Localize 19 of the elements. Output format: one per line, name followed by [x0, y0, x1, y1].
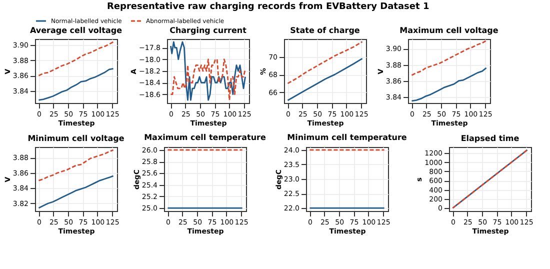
- line-series: [287, 58, 363, 102]
- line-series: [38, 41, 114, 76]
- text: Representative raw charging records from EVBattery Dataset 1: [106, 2, 430, 12]
- chart-title: Maximum cell voltage: [400, 26, 499, 35]
- line-series: [170, 41, 246, 101]
- chart-title: Charging current: [170, 26, 247, 35]
- line-series: [411, 40, 487, 76]
- chart-title: State of charge: [290, 26, 360, 35]
- line-series: [411, 67, 487, 102]
- chart-title: Maximum cell temperature: [144, 132, 266, 142]
- line-series: [38, 68, 114, 101]
- chart-title: Minimum cell voltage: [28, 134, 125, 143]
- chart-title: Average cell voltage: [30, 26, 123, 35]
- line-series: [287, 40, 363, 84]
- chart-title: Minimum cell temperature: [287, 132, 408, 142]
- chart-title: Elapsed time: [460, 134, 520, 143]
- line-series: [38, 149, 114, 182]
- line-series: [38, 175, 114, 209]
- line-series: [170, 58, 246, 101]
